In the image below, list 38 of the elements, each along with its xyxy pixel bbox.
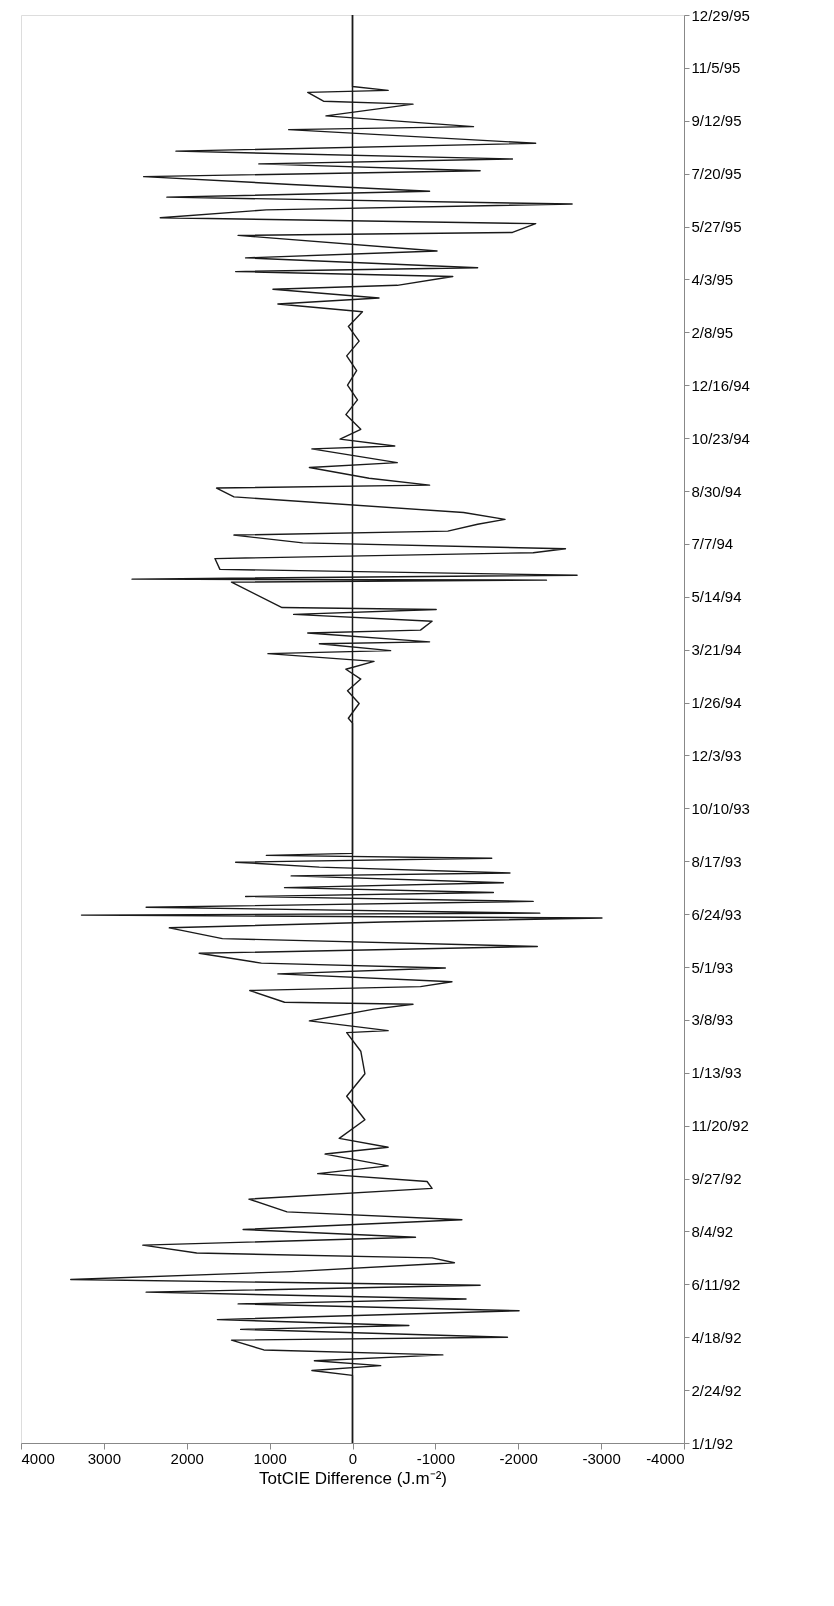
y-tick-label: 1/1/92 [691,1434,734,1452]
x-tick-label: -3000 [582,1449,621,1467]
y-tick-label: 2/24/92 [691,1381,742,1399]
y-tick-label: 10/10/93 [691,799,750,817]
y-tick-label: 9/27/92 [691,1170,742,1188]
y-tick-label: 8/30/94 [691,482,742,500]
y-tick-label: 5/14/94 [691,588,742,606]
x-tick-label: 2000 [170,1449,204,1467]
y-tick-label: 7/20/95 [691,165,742,183]
y-tick-label: 8/4/92 [691,1222,734,1240]
x-axis-title: TotCIE Difference (J.m⁻²) [258,1468,448,1488]
x-tick-label: 4000 [21,1449,55,1467]
y-tick-label: 9/12/95 [691,112,742,130]
x-tick-label: -1000 [416,1449,456,1467]
y-tick-label: 7/7/94 [691,535,734,553]
x-tick-label: -4000 [646,1449,685,1467]
y-tick-label: 3/8/93 [691,1011,734,1029]
y-tick-label: 6/11/92 [691,1275,741,1293]
y-tick-label: 11/20/92 [691,1117,749,1135]
y-tick-label: 12/16/94 [691,376,750,394]
y-tick-label: 2/8/95 [691,323,734,341]
y-tick-label: 5/1/93 [691,958,734,976]
y-tick-label: 1/26/94 [691,694,742,712]
y-tick-label: 3/21/94 [691,641,742,659]
x-tick-label: 0 [348,1449,358,1467]
x-tick-label: 3000 [87,1449,122,1467]
y-tick-label: 4/18/92 [691,1328,742,1346]
y-tick-label: 10/23/94 [691,429,750,447]
y-tick-label: 8/17/93 [691,852,742,870]
x-tick-label: -2000 [499,1449,538,1467]
y-tick-label: 1/13/93 [691,1064,742,1082]
y-tick-label: 12/29/95 [691,6,750,24]
y-tick-label: 5/27/95 [691,218,742,236]
y-tick-label: 11/5/95 [691,59,741,77]
x-tick-label: 1000 [253,1449,287,1467]
y-tick-label: 12/3/93 [691,746,742,764]
y-tick-label: 6/24/93 [691,905,742,923]
y-tick-label: 4/3/95 [691,270,734,288]
